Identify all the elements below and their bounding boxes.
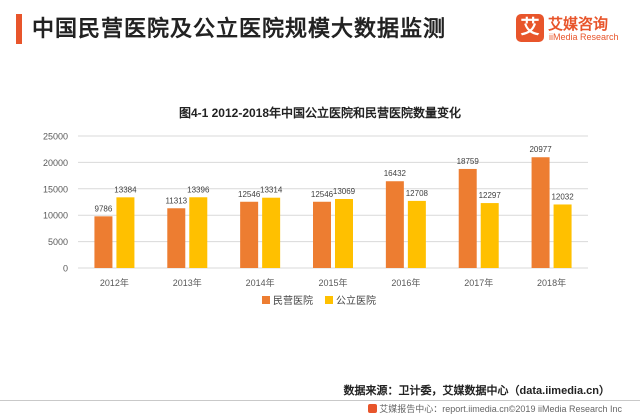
bar-public xyxy=(335,198,353,268)
data-label: 12032 xyxy=(551,192,574,201)
data-source-note: 数据来源：卫计委，艾媒数据中心（data.iimedia.cn） xyxy=(343,385,610,397)
data-label: 16432 xyxy=(384,169,407,178)
y-tick-label: 5000 xyxy=(48,237,68,247)
data-label: 13396 xyxy=(187,185,210,194)
bar-public xyxy=(480,203,499,268)
legend-item-public: 公立医院 xyxy=(325,292,376,307)
data-label: 13069 xyxy=(333,187,356,196)
footer-divider xyxy=(0,400,640,401)
legend-label-private: 民营医院 xyxy=(273,296,313,307)
bar-public xyxy=(189,197,208,268)
x-tick-label: 2012年 xyxy=(100,277,129,288)
data-label: 18759 xyxy=(457,157,480,166)
x-tick-label: 2017年 xyxy=(464,277,493,288)
bar-private xyxy=(458,168,477,268)
legend-label-public: 公立医院 xyxy=(336,296,376,307)
bar-public xyxy=(116,197,135,268)
data-label: 12297 xyxy=(479,191,502,200)
x-tick-label: 2014年 xyxy=(246,277,275,288)
data-label: 13384 xyxy=(114,185,137,194)
data-label: 12708 xyxy=(406,189,429,198)
legend-item-private: 民营医院 xyxy=(262,292,313,307)
footer: 艾媒报告中心：report.iimedia.cn©2019 iiMedia Re… xyxy=(368,402,622,415)
bar-private xyxy=(531,157,550,268)
y-tick-label: 0 xyxy=(63,264,68,274)
bar-private xyxy=(94,216,113,268)
logo-name-cn: 艾媒咨询 xyxy=(548,16,609,33)
bar-private xyxy=(385,181,404,268)
y-tick-label: 25000 xyxy=(43,132,68,142)
bar-public xyxy=(553,204,572,268)
y-tick-label: 15000 xyxy=(43,184,68,194)
logo-mark: 艾 xyxy=(516,14,544,42)
data-label: 20977 xyxy=(529,145,552,154)
bar-public xyxy=(407,200,426,268)
data-label: 9786 xyxy=(95,204,113,213)
y-tick-label: 20000 xyxy=(43,158,68,168)
legend-swatch-private xyxy=(262,295,270,304)
logo-name-en: iiMedia Research xyxy=(549,32,619,42)
chart-title: 图4-1 2012-2018年中国公立医院和民营医院数量变化 xyxy=(178,106,462,120)
bar-private xyxy=(167,208,186,268)
legend-swatch-public xyxy=(325,295,333,304)
title-accent-bar xyxy=(16,14,22,44)
footer-text: 艾媒报告中心：report.iimedia.cn©2019 iiMedia Re… xyxy=(379,404,622,414)
x-tick-label: 2015年 xyxy=(318,277,347,288)
bar-private xyxy=(313,201,331,268)
data-label: 12546 xyxy=(238,190,261,199)
data-label: 11313 xyxy=(165,196,187,205)
bar-public xyxy=(262,197,281,268)
x-tick-label: 2013年 xyxy=(173,277,202,288)
data-label: 12546 xyxy=(311,190,334,199)
bar-private xyxy=(240,201,259,268)
page-title: 中国民营医院及公立医院规模大数据监测 xyxy=(32,16,447,41)
x-tick-label: 2016年 xyxy=(391,277,420,288)
footer-logo-icon xyxy=(368,404,378,413)
x-tick-label: 2018年 xyxy=(537,277,566,288)
y-tick-label: 10000 xyxy=(43,211,68,221)
data-label: 13314 xyxy=(260,186,283,195)
chart-legend: 民营医院 公立医院 xyxy=(262,292,376,307)
